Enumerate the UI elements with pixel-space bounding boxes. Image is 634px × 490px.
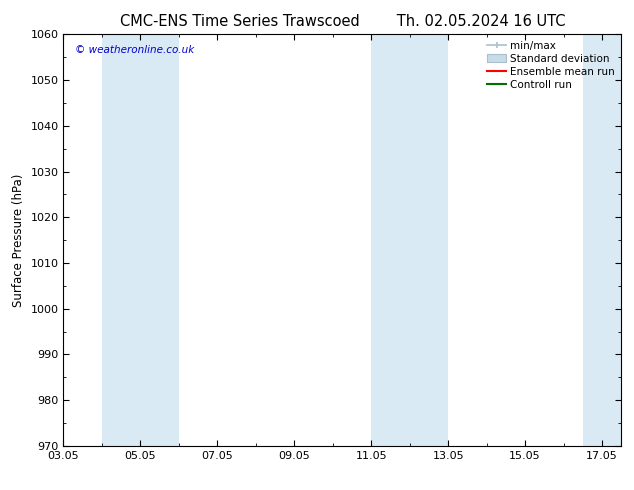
- Bar: [102, 34, 179, 446]
- Text: © weatheronline.co.uk: © weatheronline.co.uk: [75, 45, 194, 54]
- Y-axis label: Surface Pressure (hPa): Surface Pressure (hPa): [12, 173, 25, 307]
- Bar: [583, 34, 621, 446]
- Bar: [372, 34, 448, 446]
- Legend: min/max, Standard deviation, Ensemble mean run, Controll run: min/max, Standard deviation, Ensemble me…: [483, 36, 619, 94]
- Title: CMC-ENS Time Series Trawscoed        Th. 02.05.2024 16 UTC: CMC-ENS Time Series Trawscoed Th. 02.05.…: [120, 14, 565, 29]
